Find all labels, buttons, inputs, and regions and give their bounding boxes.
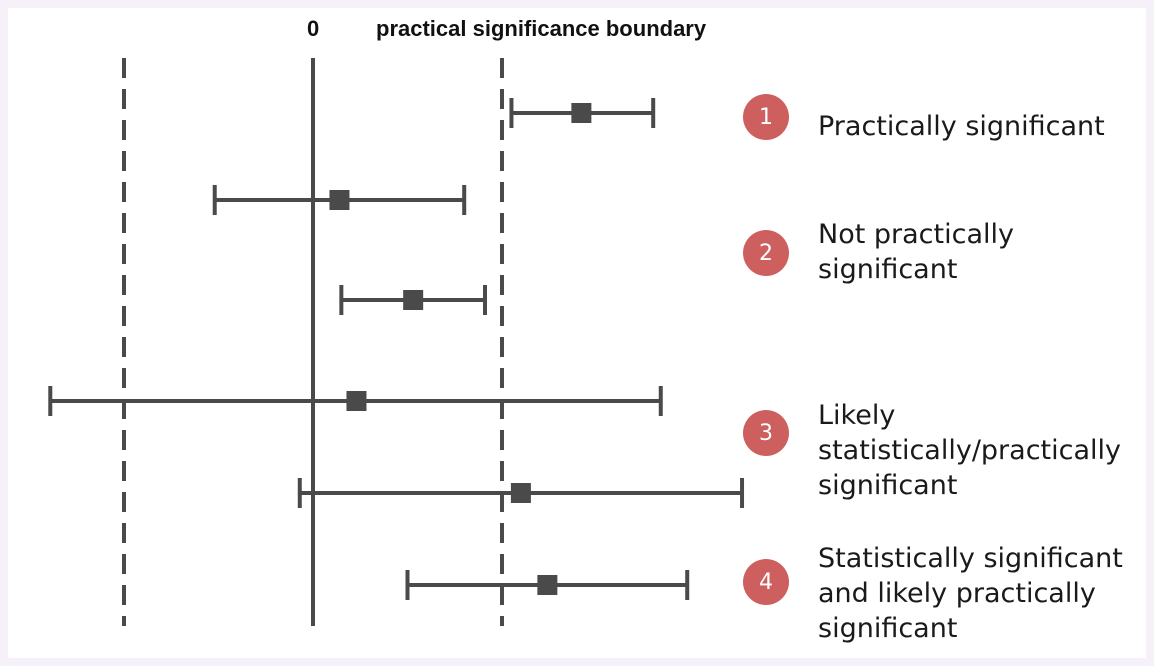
category-3-line-2: statistically/practically (818, 435, 1121, 466)
badge-2: 2 (743, 230, 789, 276)
category-3-label: Likely statistically/practically signifi… (818, 398, 1121, 503)
badge-3: 3 (743, 410, 789, 456)
category-4-label: Statistically significant and likely pra… (818, 541, 1123, 646)
interval-6-estimate-marker (537, 575, 558, 595)
category-4-line-1: Statistically significant (818, 543, 1123, 574)
interval-2-estimate-marker (329, 190, 350, 210)
interval-3-estimate-marker (403, 290, 424, 310)
interval-5-estimate-marker (510, 483, 531, 503)
category-1-label: Practically significant (818, 109, 1105, 144)
badge-1: 1 (743, 94, 789, 140)
interval-4-estimate-marker (346, 391, 367, 411)
category-2-label: Not practically significant (818, 217, 1014, 287)
boundary-label: practical significance boundary (376, 16, 707, 41)
category-1-line-1: Practically significant (818, 111, 1105, 142)
badge-4: 4 (743, 559, 789, 605)
zero-label: 0 (307, 16, 320, 41)
interval-1-estimate-marker (571, 103, 592, 123)
category-4-line-2: and likely practically (818, 578, 1096, 609)
category-3-line-3: significant (818, 470, 958, 501)
category-2-line-2: significant (818, 254, 958, 285)
diagram-canvas: 0 practical significance boundary 1 Prac… (8, 8, 1146, 658)
interval-diagram (48, 58, 745, 626)
category-3-line-1: Likely (818, 400, 896, 431)
category-4-line-3: significant (818, 613, 958, 644)
category-2-line-1: Not practically (818, 219, 1014, 250)
